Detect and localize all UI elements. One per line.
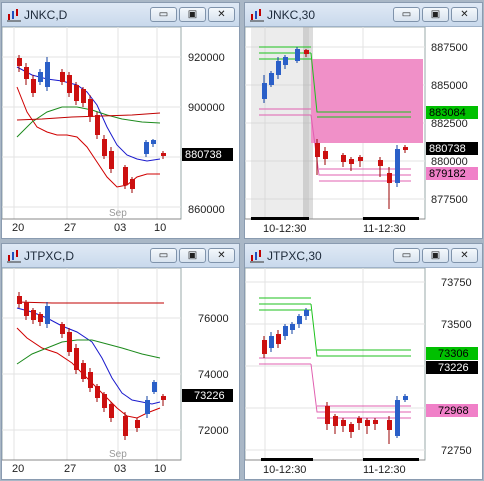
chart-window-jtpxc-daily[interactable]: JTPXC,D ▭ ▣ ✕ bbox=[1, 243, 240, 480]
last-price-tag: 73226 bbox=[194, 390, 225, 402]
chart-app-icon bbox=[250, 250, 264, 263]
minimize-button[interactable]: ▭ bbox=[393, 7, 420, 22]
candlesticks bbox=[262, 47, 408, 209]
time-axis-label: 10-12:30 bbox=[263, 223, 306, 235]
last-price-tag-bg bbox=[426, 361, 478, 374]
price-axis-label: 880000 bbox=[431, 156, 468, 168]
price-chart[interactable]: 73750 73500 73250 73000 72750 73306 7322… bbox=[245, 267, 482, 479]
lower-tag-bg bbox=[426, 167, 478, 180]
time-axis-label: 03 bbox=[114, 222, 126, 234]
minimize-button[interactable]: ▭ bbox=[150, 248, 177, 263]
window-title: JNKC,30 bbox=[267, 8, 316, 22]
price-axis-label: 887500 bbox=[431, 42, 468, 54]
month-label: Sep bbox=[109, 208, 127, 219]
price-chart-svg: 920000 900000 880000 860000 880738 20 27… bbox=[2, 26, 233, 234]
candlesticks bbox=[17, 55, 166, 193]
time-axis-label: 03 bbox=[114, 463, 126, 475]
maximize-button[interactable]: ▣ bbox=[179, 7, 206, 22]
close-button[interactable]: ✕ bbox=[208, 248, 235, 263]
chart-app-icon bbox=[7, 250, 21, 263]
price-axis-label: 920000 bbox=[188, 52, 225, 64]
close-button[interactable]: ✕ bbox=[208, 7, 235, 22]
price-chart-svg: 887500 885000 882500 880000 877500 88308… bbox=[245, 26, 478, 235]
last-price-tag: 73226 bbox=[438, 362, 469, 374]
window-title: JNKC,D bbox=[24, 8, 68, 22]
chart-window-jnkc-30min[interactable]: JNKC,30 ▭ ▣ ✕ bbox=[244, 2, 483, 239]
time-axis-label: 10 bbox=[154, 463, 166, 475]
last-price-tag-bg bbox=[182, 148, 233, 161]
lower-level-tag: 72968 bbox=[438, 405, 469, 417]
price-axis-label: 860000 bbox=[188, 204, 225, 216]
minimize-button[interactable]: ▭ bbox=[393, 248, 420, 263]
price-axis-label: 76000 bbox=[198, 313, 229, 325]
chart-window-jtpxc-30min[interactable]: JTPXC,30 ▭ ▣ ✕ bbox=[244, 243, 483, 480]
window-titlebar[interactable]: JNKC,30 ▭ ▣ ✕ bbox=[245, 3, 482, 27]
time-axis-label: 20 bbox=[12, 222, 24, 234]
lower-tag-bg bbox=[426, 404, 478, 417]
chart-app-icon bbox=[250, 9, 264, 22]
upper-level-tag: 73306 bbox=[438, 348, 469, 360]
price-chart[interactable]: 920000 900000 880000 860000 880738 20 27… bbox=[2, 26, 239, 238]
price-axis-label: 882500 bbox=[431, 118, 468, 130]
price-axis-label: 877500 bbox=[431, 194, 468, 206]
price-axis-label: 885000 bbox=[431, 80, 468, 92]
maximize-button[interactable]: ▣ bbox=[422, 248, 449, 263]
last-price-tag: 880738 bbox=[429, 143, 466, 155]
last-price-tag-bg bbox=[182, 389, 233, 402]
price-axis-label: 72750 bbox=[441, 445, 472, 457]
window-title: JTPXC,30 bbox=[267, 249, 322, 263]
last-price-tag-bg bbox=[426, 142, 478, 155]
maximize-button[interactable]: ▣ bbox=[179, 248, 206, 263]
time-axis-label: 27 bbox=[64, 463, 76, 475]
time-axis-label: 10-12:30 bbox=[263, 464, 306, 476]
window-title: JTPXC,D bbox=[24, 249, 75, 263]
price-chart-svg: 73750 73500 73250 73000 72750 73306 7322… bbox=[245, 267, 478, 476]
zone-box bbox=[311, 59, 423, 143]
price-chart[interactable]: 887500 885000 882500 880000 877500 88308… bbox=[245, 26, 482, 238]
close-button[interactable]: ✕ bbox=[451, 7, 478, 22]
price-axis-label: 74000 bbox=[198, 369, 229, 381]
lower-level-tag: 879182 bbox=[429, 168, 466, 180]
upper-level-tag: 883084 bbox=[429, 107, 466, 119]
price-axis-label: 73750 bbox=[441, 277, 472, 289]
session-shade bbox=[251, 27, 309, 219]
upper-tag-bg bbox=[426, 106, 478, 119]
upper-tag-bg bbox=[426, 347, 478, 360]
chart-window-jnkc-daily[interactable]: JNKC,D ▭ ▣ ✕ bbox=[1, 2, 240, 239]
time-axis-label: 20 bbox=[12, 463, 24, 475]
window-titlebar[interactable]: JNKC,D ▭ ▣ ✕ bbox=[2, 3, 239, 27]
time-axis-label: 11-12:30 bbox=[363, 223, 406, 235]
minimize-button[interactable]: ▭ bbox=[150, 7, 177, 22]
time-axis-label: 27 bbox=[64, 222, 76, 234]
price-axis-label: 72000 bbox=[198, 425, 229, 437]
last-price-tag: 880738 bbox=[185, 149, 222, 161]
price-axis-label: 73500 bbox=[441, 319, 472, 331]
maximize-button[interactable]: ▣ bbox=[422, 7, 449, 22]
month-label: Sep bbox=[109, 449, 127, 460]
price-chart-svg: 76000 74000 72000 73226 20 27 Sep 03 10 bbox=[2, 267, 233, 475]
time-axis-label: 10 bbox=[154, 222, 166, 234]
close-button[interactable]: ✕ bbox=[451, 248, 478, 263]
price-axis-label: 900000 bbox=[188, 102, 225, 114]
window-titlebar[interactable]: JTPXC,30 ▭ ▣ ✕ bbox=[245, 244, 482, 268]
chart-app-icon bbox=[7, 9, 21, 22]
window-titlebar[interactable]: JTPXC,D ▭ ▣ ✕ bbox=[2, 244, 239, 268]
candlesticks bbox=[262, 308, 408, 444]
time-axis-label: 11-12:30 bbox=[363, 464, 406, 476]
price-chart[interactable]: 76000 74000 72000 73226 20 27 Sep 03 10 bbox=[2, 267, 239, 479]
candlesticks bbox=[17, 292, 166, 440]
